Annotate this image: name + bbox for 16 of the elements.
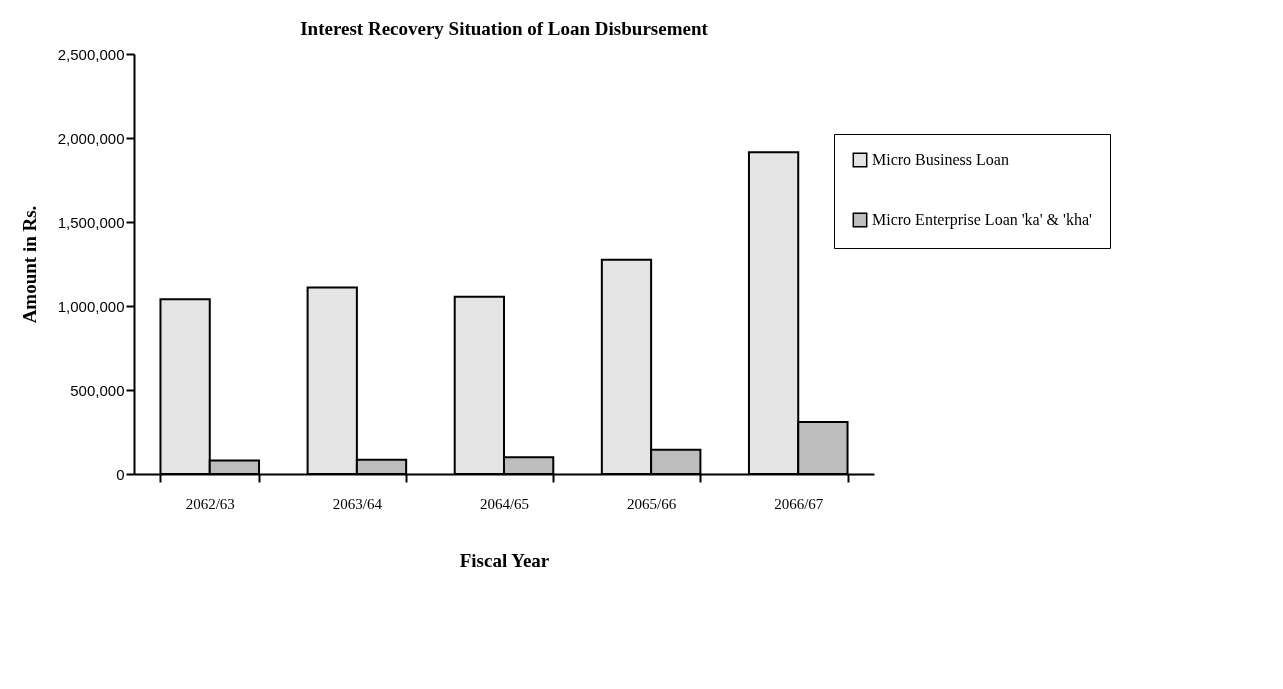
y-tick-label: 2,500,000 — [57, 45, 125, 63]
y-axis-title: Amount in Rs. — [18, 205, 40, 324]
legend-label: Micro Business Loan — [872, 151, 1009, 168]
y-tick-label: 1,000,000 — [57, 297, 125, 315]
y-tick-label: 1,500,000 — [57, 213, 125, 231]
x-tick-label: 2065/66 — [627, 495, 677, 512]
x-tick-label: 2063/64 — [332, 495, 383, 512]
y-tick-label: 500,000 — [70, 381, 125, 399]
x-axis-title: Fiscal Year — [459, 549, 550, 571]
y-tick-label: 0 — [116, 465, 125, 483]
x-tick-label: 2064/65 — [479, 495, 530, 512]
x-tick-label: 2062/63 — [185, 495, 235, 512]
chart-title: Interest Recovery Situation of Loan Disbursement — [300, 18, 709, 39]
legend-label: Micro Enterprise Loan 'ka' & 'kha' — [872, 211, 1093, 229]
y-tick-label: 2,000,000 — [57, 129, 125, 147]
x-tick-label: 2066/67 — [774, 495, 824, 512]
